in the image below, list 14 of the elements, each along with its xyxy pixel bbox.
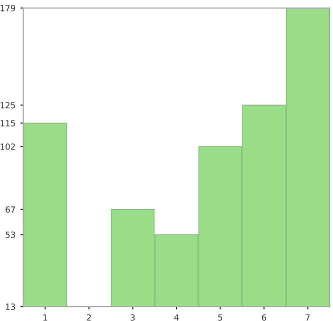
y-tick-label: 115 bbox=[0, 120, 15, 126]
x-tick-label: 4 bbox=[174, 314, 179, 321]
y-tick-label: 179 bbox=[0, 5, 16, 12]
x-tick-label: 7 bbox=[306, 314, 310, 321]
x-tick-label: 2 bbox=[86, 314, 91, 321]
x-tick-label: 6 bbox=[262, 314, 266, 321]
x-tick-label: 1 bbox=[43, 314, 48, 321]
y-tick-label: 13 bbox=[6, 304, 16, 310]
y-tick-label: 125 bbox=[0, 102, 15, 108]
x-tick-label: 5 bbox=[218, 314, 222, 321]
y-tick-label: 53 bbox=[6, 232, 16, 238]
x-tick-label: 3 bbox=[130, 314, 135, 321]
y-tick-label: 102 bbox=[0, 143, 15, 150]
y-tick-label: 67 bbox=[6, 206, 15, 213]
